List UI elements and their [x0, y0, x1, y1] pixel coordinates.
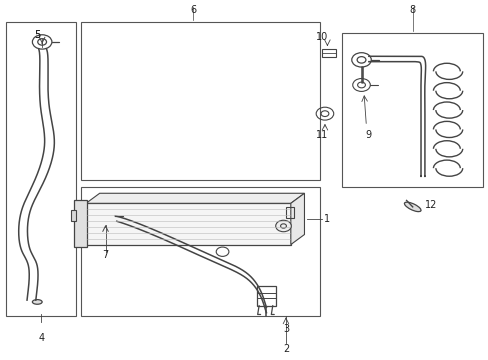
Ellipse shape	[404, 202, 420, 212]
Bar	[5, 22, 76, 316]
Bar	[321, 49, 335, 57]
Text: 2: 2	[282, 343, 288, 354]
Polygon shape	[86, 203, 290, 244]
Text: 5: 5	[34, 30, 41, 40]
Bar	[71, 211, 76, 221]
Text: 12: 12	[424, 200, 436, 210]
Text: 11: 11	[316, 130, 328, 140]
Bar	[81, 187, 320, 316]
Text: 3: 3	[282, 324, 288, 334]
Polygon shape	[86, 193, 304, 203]
Polygon shape	[290, 193, 304, 244]
Text: 5: 5	[34, 30, 41, 40]
Bar	[341, 33, 483, 187]
Bar	[285, 207, 293, 218]
Text: 7: 7	[102, 250, 108, 260]
Text: 6: 6	[190, 5, 196, 15]
Text: 9: 9	[365, 130, 371, 140]
Circle shape	[275, 220, 291, 232]
Text: 1: 1	[324, 214, 329, 224]
Text: 4: 4	[38, 333, 44, 343]
Bar	[256, 286, 276, 306]
Text: 8: 8	[409, 5, 415, 15]
Bar	[81, 22, 320, 180]
Text: 10: 10	[316, 32, 328, 41]
Bar	[74, 201, 86, 247]
Ellipse shape	[32, 300, 42, 304]
